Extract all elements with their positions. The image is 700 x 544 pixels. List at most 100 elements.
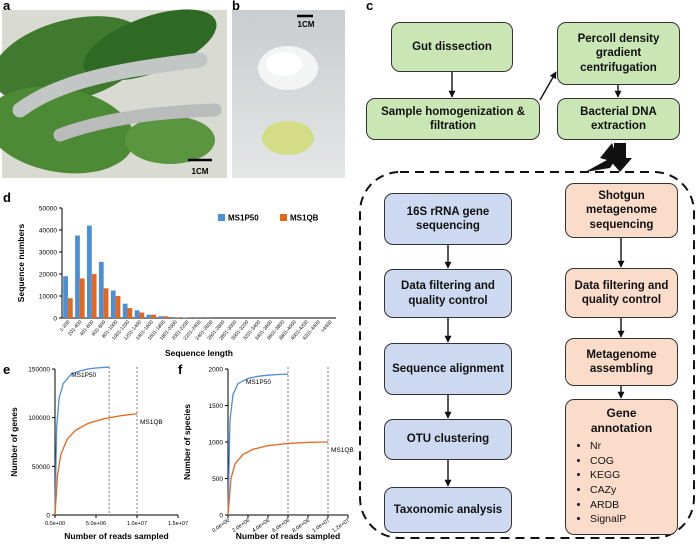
x-tick-label: 0.0e+00 <box>45 521 65 527</box>
x-axis-label: Sequence length <box>165 348 233 358</box>
panel-label: f <box>178 362 183 377</box>
series-label: MS1QB <box>140 419 163 426</box>
y-tick-label: 1500 <box>209 403 224 410</box>
annotation-item: Nr <box>590 439 626 454</box>
flow-box: Gut dissection <box>391 22 513 72</box>
y-tick-label: 0 <box>46 513 50 520</box>
series-label: MS1P50 <box>71 372 96 379</box>
y-tick-label: 150000 <box>28 367 50 374</box>
panel-label: a <box>3 0 11 13</box>
x-axis-label: Number of reads sampled <box>236 531 340 541</box>
bar <box>98 261 104 318</box>
y-axis-label: Sequence numbers <box>16 224 26 303</box>
x-axis-label: Number of reads sampled <box>64 531 168 541</box>
photo-cocoons: 1CM <box>232 10 345 178</box>
flow-box: Sequence alignment <box>384 343 512 395</box>
bar <box>103 288 109 318</box>
x-tick-label: 1.5e+07 <box>168 521 188 527</box>
y-tick-label: 0 <box>219 513 223 520</box>
bar <box>146 314 152 318</box>
chart: 0 500 1000 1500 2000 Number of species Number … <box>182 367 354 542</box>
flow-box: OTU clustering <box>384 419 512 460</box>
bar <box>67 298 73 318</box>
annotation-box: Gene annotation Nr COG KEGG CAZy ARDB Si… <box>565 399 678 535</box>
y-tick-label: 50000 <box>32 464 50 471</box>
flow-box: Data filtering and quality control <box>565 268 678 318</box>
annotation-item: CAZy <box>590 483 626 498</box>
line-series <box>54 366 110 516</box>
y-tick-label: 2000 <box>209 367 224 374</box>
bar <box>170 317 176 318</box>
y-tick-label: 100000 <box>28 415 50 422</box>
annotation-item: COG <box>590 454 626 469</box>
bar <box>163 316 169 318</box>
x-tick-label: 1.2e+07 <box>331 518 351 534</box>
bar <box>175 317 180 318</box>
bar <box>158 316 164 318</box>
y-tick-label: 10000 <box>39 294 57 301</box>
x-tick-label: >4400 <box>320 319 334 334</box>
scale-label: 1CM <box>298 20 315 29</box>
scale-label: 1CM <box>192 167 209 176</box>
chart: 0 50000 100000 150000 Number of genes Number … <box>9 366 188 541</box>
flow-box: Sample homogenization & filtration <box>366 98 540 140</box>
annotation-item: SignalP <box>590 512 626 527</box>
annotation-list: Nr COG KEGG CAZy ARDB SignalP <box>576 439 626 527</box>
y-axis-label: Number of genes <box>9 407 19 477</box>
flow-box: Data filtering and quality control <box>384 269 512 318</box>
legend-label: MS1P50 <box>228 214 259 223</box>
y-axis-label: Number of species <box>182 404 192 480</box>
bar <box>87 225 92 318</box>
bar <box>134 310 140 318</box>
bar <box>151 314 157 318</box>
y-tick-label: 1000 <box>209 440 224 447</box>
bar <box>63 276 68 318</box>
bar <box>110 290 116 318</box>
y-tick-label: 500 <box>212 476 223 483</box>
y-tick-label: 20000 <box>39 272 57 279</box>
legend-label: MS1QB <box>290 214 319 223</box>
series-label: MS1QB <box>331 447 354 454</box>
annotation-item: KEGG <box>590 468 626 483</box>
flow-box: Percoll density gradient centrifugation <box>557 22 680 85</box>
flow-box-title: Gene annotation <box>590 406 653 435</box>
line-series <box>227 373 289 516</box>
flow-arrows <box>444 71 625 487</box>
bar <box>75 235 80 318</box>
panel-label: c <box>366 0 374 13</box>
split-arrow <box>585 143 620 172</box>
bar <box>127 308 133 318</box>
dashed-frame <box>359 171 695 539</box>
bar <box>79 278 85 318</box>
flow-box: Shotgun metagenome sequencing <box>565 183 678 238</box>
flow-box: Taxonomic analysis <box>384 487 512 533</box>
y-tick-label: 50000 <box>39 206 57 213</box>
bar <box>91 274 97 318</box>
y-tick-label: 30000 <box>39 250 57 257</box>
flow-box: Bacterial DNA extraction <box>557 98 680 140</box>
line-series <box>54 413 138 516</box>
flow-box: 16S rRNA gene sequencing <box>384 193 512 245</box>
legend-swatch <box>218 214 225 221</box>
y-tick-label: 40000 <box>39 228 57 235</box>
bar <box>139 312 145 318</box>
bar <box>122 303 128 318</box>
chart: 0 10000 20000 30000 40000 50000 Sequence numbe… <box>16 206 336 358</box>
panel-label: b <box>232 0 240 13</box>
panel-label: e <box>3 362 11 377</box>
x-tick-label: 5.0e+06 <box>86 521 106 527</box>
flow-box: Metagenome assembling <box>565 338 678 386</box>
x-tick-label: 1.0e+07 <box>127 521 147 527</box>
y-tick-label: 0 <box>53 316 57 323</box>
split-arrow <box>608 143 632 172</box>
photo-silkworms: 1CM <box>0 9 227 178</box>
series-label: MS1P50 <box>246 379 271 386</box>
x-tick-label: 0.0e+00 <box>211 518 231 534</box>
bar <box>115 296 121 318</box>
legend-swatch <box>280 214 287 221</box>
panel-label: d <box>3 190 11 205</box>
annotation-item: ARDB <box>590 498 626 513</box>
line-series <box>227 441 329 516</box>
